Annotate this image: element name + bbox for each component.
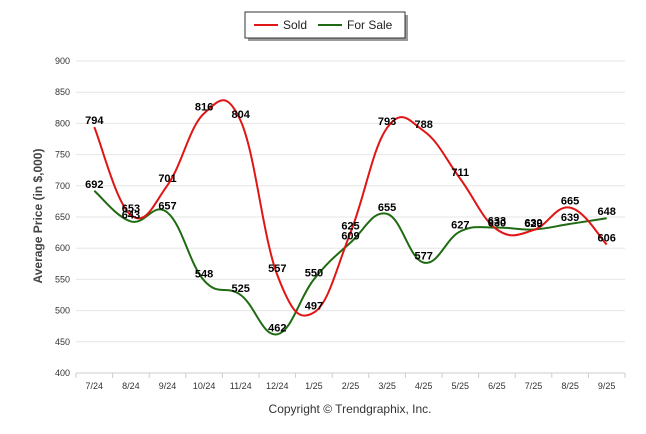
data-label-for-sale: 657 — [158, 201, 176, 213]
data-label-sold: 665 — [561, 196, 579, 208]
x-tick-label: 6/25 — [488, 381, 506, 391]
data-label-sold: 701 — [158, 173, 176, 185]
data-label-sold: 653 — [122, 203, 140, 215]
data-label-sold: 711 — [451, 167, 469, 179]
data-label-for-sale: 548 — [195, 269, 213, 281]
data-label-for-sale: 633 — [488, 216, 506, 228]
data-label-sold: 793 — [378, 116, 396, 128]
data-label-sold: 816 — [195, 101, 213, 113]
x-tick-label: 11/24 — [230, 381, 252, 391]
data-label-for-sale: 643 — [122, 209, 140, 221]
data-label-for-sale: 609 — [341, 231, 359, 243]
series-line-for-sale — [93, 190, 607, 336]
data-label-for-sale: 550 — [305, 267, 323, 279]
data-label-sold: 630 — [488, 217, 506, 229]
data-label-sold: 606 — [598, 232, 616, 244]
data-label-sold: 497 — [305, 300, 323, 312]
y-tick-label: 600 — [55, 243, 70, 253]
y-tick-label: 750 — [55, 150, 70, 160]
axis-layer: 400 450 500 550 600 650 700 750 800 850 900 7/24 8/2… — [55, 56, 626, 391]
series-layer — [93, 99, 608, 336]
x-tick-label: 9/25 — [598, 381, 616, 391]
x-tick-label: 9/24 — [159, 381, 177, 391]
y-tick-label: 450 — [55, 337, 70, 347]
legend[interactable]: Sold For Sale — [244, 11, 408, 41]
x-tick-label: 5/25 — [452, 381, 470, 391]
data-label-sold: 625 — [341, 221, 359, 233]
x-tick-label: 8/24 — [122, 381, 140, 391]
x-tick-label: 10/24 — [193, 381, 216, 391]
data-label-for-sale: 648 — [598, 206, 616, 218]
y-tick-label: 650 — [55, 212, 70, 222]
y-axis-label: Average Price (in $,000) — [31, 149, 45, 284]
x-tick-label: 7/25 — [525, 381, 543, 391]
x-tick-label: 2/25 — [342, 381, 360, 391]
data-label-sold: 788 — [415, 119, 433, 131]
x-tick-label: 7/24 — [86, 381, 104, 391]
x-tick-label: 1/25 — [305, 381, 323, 391]
data-label-for-sale: 639 — [561, 212, 579, 224]
y-tick-label: 800 — [55, 118, 70, 128]
x-tick-label: 12/24 — [266, 381, 289, 391]
y-tick-label: 850 — [55, 87, 70, 97]
legend-label-for-sale: For Sale — [347, 18, 393, 32]
x-tick-label: 4/25 — [415, 381, 433, 391]
y-tick-label: 900 — [55, 56, 70, 66]
data-label-sold: 557 — [268, 263, 286, 275]
data-label-for-sale: 577 — [415, 251, 433, 263]
x-tick-label: 3/25 — [378, 381, 396, 391]
x-tick-label: 8/25 — [561, 381, 579, 391]
y-tick-label: 400 — [55, 368, 70, 378]
series-line-sold — [93, 99, 608, 317]
data-label-for-sale: 525 — [232, 283, 250, 295]
data-label-sold: 794 — [85, 115, 104, 127]
data-label-for-sale: 462 — [268, 322, 286, 334]
y-tick-label: 550 — [55, 274, 70, 284]
data-label-for-sale: 627 — [451, 219, 469, 231]
data-label-for-sale: 692 — [85, 179, 103, 191]
data-label-sold: 804 — [232, 109, 251, 121]
legend-label-sold: Sold — [283, 18, 307, 32]
copyright-footer: Copyright © Trendgraphix, Inc. — [269, 402, 432, 416]
data-label-sold: 629 — [524, 218, 542, 230]
data-label-for-sale: 630 — [524, 217, 542, 229]
data-label-for-sale: 655 — [378, 202, 396, 214]
y-tick-label: 700 — [55, 181, 70, 191]
y-tick-label: 500 — [55, 306, 70, 316]
